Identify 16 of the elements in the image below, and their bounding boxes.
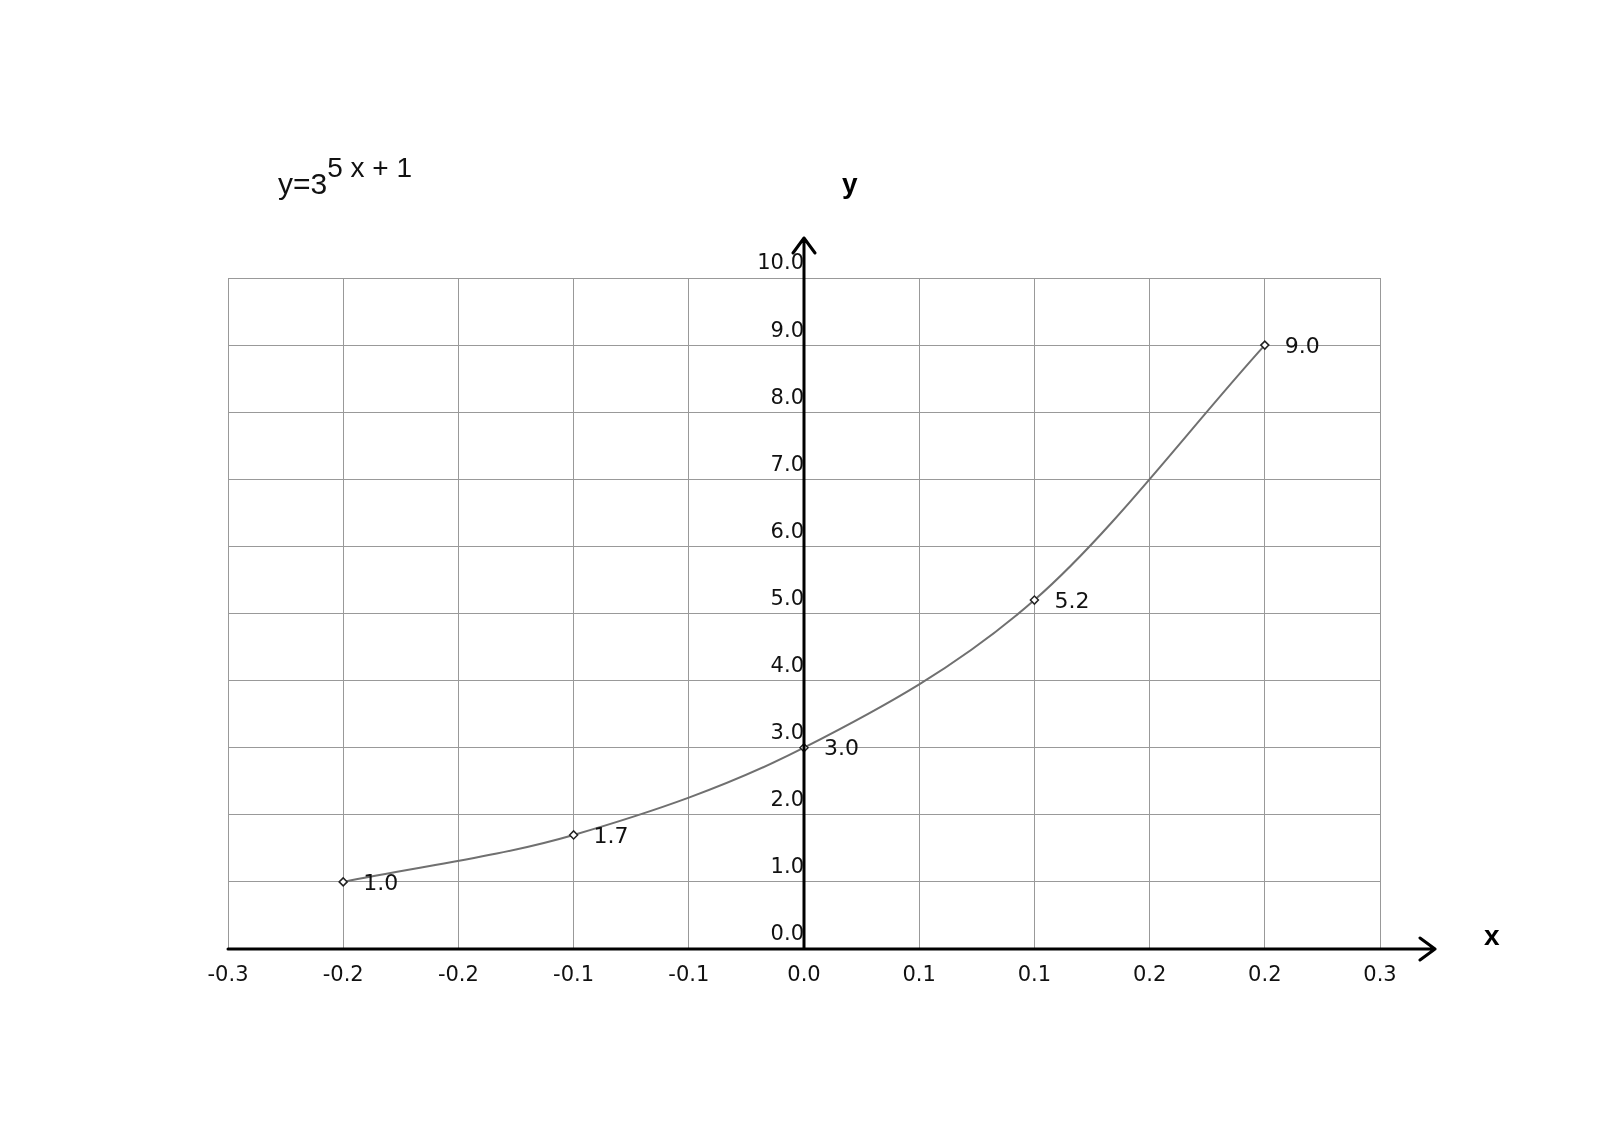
data-label: 1.0: [363, 869, 399, 895]
x-tick-label: -0.1: [668, 962, 710, 987]
x-tick-label: 0.0: [787, 962, 821, 987]
y-tick-label: 10.0: [757, 250, 804, 275]
data-label: 1.7: [593, 822, 629, 848]
x-tick-label: 0.1: [1017, 962, 1052, 987]
x-axis-title: x: [1484, 920, 1500, 952]
x-tick-label: -0.1: [553, 962, 595, 987]
x-tick-label: -0.3: [207, 962, 249, 987]
x-tick-label: 0.2: [1132, 962, 1167, 987]
x-tick-label: 0.1: [902, 962, 936, 987]
x-tick-label: 0.2: [1248, 962, 1282, 987]
x-tick-label: -0.2: [437, 962, 479, 987]
x-tick-label: -0.2: [322, 962, 364, 987]
y-axis-title: y: [842, 168, 858, 200]
x-tick-label: 0.3: [1363, 962, 1397, 987]
